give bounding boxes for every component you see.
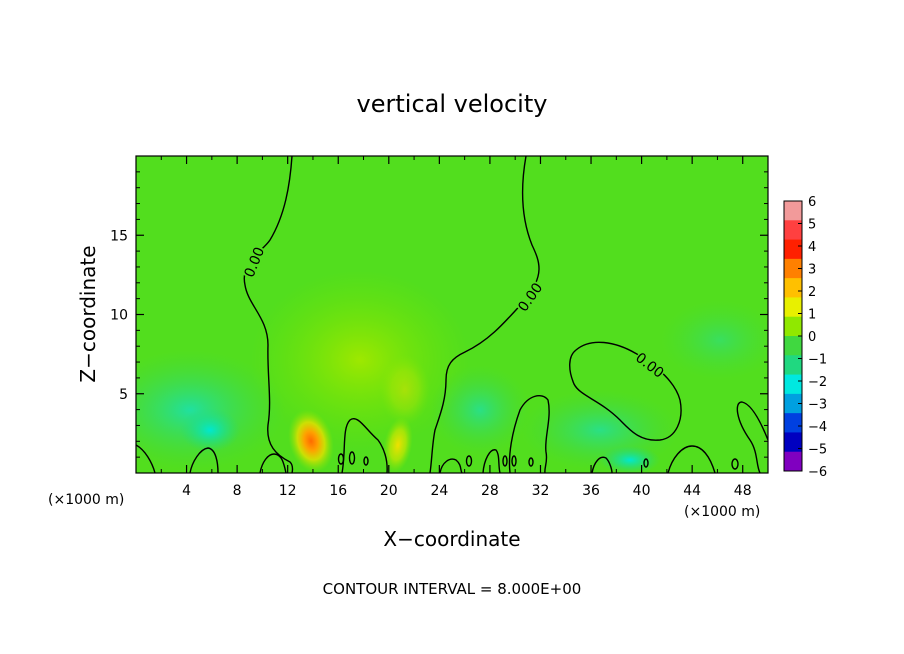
colorbar-label: −4	[808, 420, 827, 435]
y-tick-label: 5	[119, 387, 128, 403]
y-tick-label: 15	[110, 228, 128, 244]
y-tick-label: 10	[110, 308, 128, 324]
colorbar-swatch	[784, 258, 802, 279]
x-tick-label: 24	[430, 483, 448, 499]
colorbar-label: 2	[808, 285, 816, 300]
x-tick-label: 48	[734, 483, 752, 499]
field-cool-region	[136, 350, 285, 470]
colorbar-label: 6	[808, 195, 816, 210]
x-unit-left: (×1000 m)	[48, 492, 124, 508]
colorbar-swatch	[784, 239, 802, 260]
x-tick-label: 8	[233, 483, 242, 499]
x-tick-label: 40	[633, 483, 651, 499]
colorbar-swatch	[784, 374, 802, 395]
colorbar-label: 0	[808, 330, 816, 345]
field-cyan-patch	[600, 446, 660, 473]
colorbar-swatch	[784, 201, 802, 221]
colorbar-swatch	[784, 220, 802, 241]
colorbar-swatch	[784, 336, 802, 356]
x-tick-label: 32	[532, 483, 550, 499]
colorbar: 6 5 4 3 2 1 0 −1 −2 −3 −4 −5 −6	[783, 195, 827, 480]
chart-title: vertical velocity	[357, 90, 548, 118]
x-tick-label: 28	[481, 483, 499, 499]
field-updraft-weak	[380, 355, 430, 425]
x-tick-label: 4	[182, 483, 191, 499]
field-cool-region	[430, 365, 530, 455]
colorbar-label: 3	[808, 263, 816, 278]
colorbar-label: 5	[808, 218, 816, 233]
y-axis: 5 10 15	[110, 171, 768, 458]
colorbar-swatch	[784, 451, 802, 472]
x-tick-label: 44	[683, 483, 701, 499]
colorbar-swatch	[784, 278, 802, 298]
colorbar-swatch	[784, 297, 802, 318]
x-tick-label: 36	[582, 483, 600, 499]
colorbar-swatch	[784, 432, 802, 453]
colorbar-label: −2	[808, 375, 827, 390]
plot-area: 0.00 0.00 0.00	[136, 156, 768, 473]
x-tick-label: 20	[380, 483, 398, 499]
colorbar-label: −5	[808, 443, 827, 458]
x-tick-label: 12	[279, 483, 297, 499]
zero-contours	[136, 156, 768, 473]
field-cyan-patch	[180, 408, 240, 452]
contour-interval-label: CONTOUR INTERVAL = 8.000E+00	[323, 580, 582, 598]
x-tick-label: 16	[329, 483, 347, 499]
colorbar-swatch	[784, 413, 802, 433]
colorbar-label: −3	[808, 398, 827, 413]
colorbar-label: −6	[808, 465, 827, 480]
x-axis-title: X−coordinate	[383, 527, 520, 551]
field-updraft-max	[288, 409, 334, 473]
colorbar-label: 1	[808, 308, 816, 323]
field-updraft-secondary	[383, 417, 413, 473]
colorbar-label: 4	[808, 240, 816, 255]
colorbar-swatch	[784, 355, 802, 376]
colorbar-swatch	[784, 393, 802, 414]
y-axis-title: Z−coordinate	[76, 245, 100, 382]
x-unit-right: (×1000 m)	[684, 504, 760, 520]
colorbar-swatch	[784, 316, 802, 337]
field-warm-region	[660, 300, 768, 380]
x-axis: 4 8 12 16 20 24 28 32 36 40 44 48	[160, 156, 752, 499]
colorbar-label: −1	[808, 353, 827, 368]
